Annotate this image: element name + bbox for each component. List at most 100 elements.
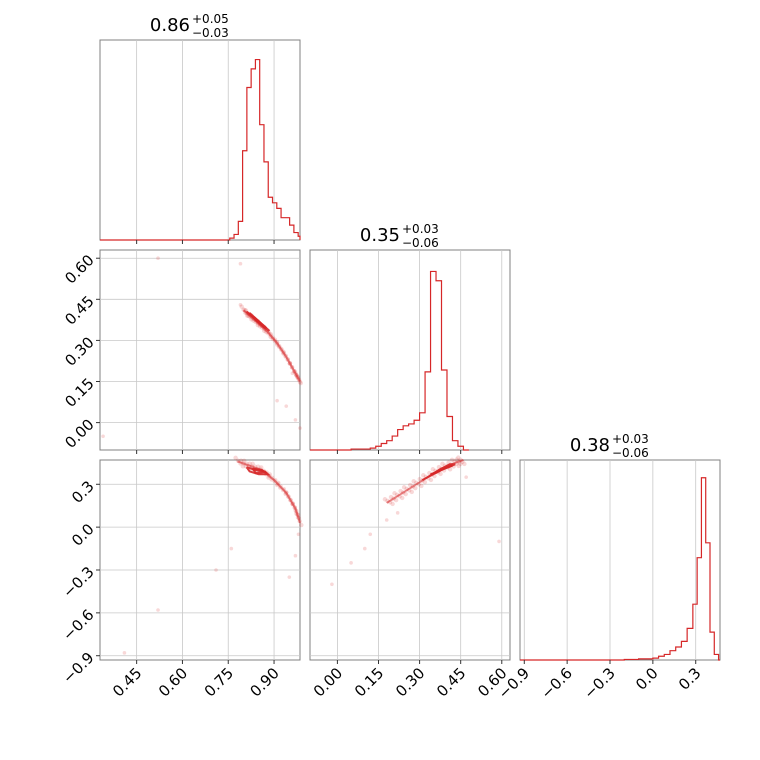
contour-line — [430, 464, 453, 476]
contour-line — [237, 460, 301, 524]
histogram-panel-1 — [309, 249, 511, 454]
sample-point — [284, 404, 289, 408]
y-tick-label: 0.60 — [61, 251, 97, 287]
sample-point — [229, 546, 234, 551]
histogram-line-0 — [100, 58, 301, 241]
y-tick-label: 0.00 — [61, 416, 97, 452]
y-tick-label: −0.3 — [59, 563, 97, 601]
sample-point — [417, 476, 422, 482]
sample-point — [438, 471, 443, 477]
histogram-panel-1-frame — [309, 249, 511, 451]
sample-point — [427, 470, 432, 476]
x-tick-label: 0.45 — [433, 664, 469, 700]
sample-point — [430, 467, 436, 472]
sample-point — [156, 608, 160, 612]
sample-point — [275, 398, 279, 403]
contour-line — [251, 467, 268, 474]
scatter-panel-0-1: 0.00 0.15 0.30 0.45 0.60 — [61, 249, 303, 454]
x-tick-label: 0.90 — [247, 664, 283, 700]
x-tick-label: 0.00 — [310, 664, 346, 700]
sample-point — [421, 473, 426, 478]
sample-point — [454, 457, 459, 462]
sample-point — [368, 532, 373, 537]
sample-point — [233, 455, 238, 461]
sample-point — [440, 461, 445, 467]
scatter-panel-0-2: 0.45 0.60 0.75 0.90 −0.9 −0.6 −0.3 0.0 0.3 — [59, 455, 304, 700]
x-tick-label: −0.3 — [580, 664, 618, 702]
x-tick-label: 0.75 — [201, 664, 237, 700]
sample-point — [384, 518, 389, 522]
sample-point — [393, 497, 399, 503]
sample-point — [287, 575, 292, 579]
contour-line — [242, 309, 301, 382]
sample-point — [250, 461, 255, 467]
sample-point — [298, 380, 303, 386]
sample-point — [390, 501, 395, 507]
x-tick-label: 0.30 — [392, 664, 428, 700]
y-tick-label: 0.0 — [68, 520, 98, 550]
sample-point — [349, 561, 353, 565]
y-tick-label: 0.15 — [61, 374, 97, 410]
contour-line — [248, 312, 268, 329]
sample-point — [419, 483, 424, 489]
sample-point — [238, 261, 243, 266]
histogram-line-2 — [520, 477, 720, 661]
y-tick-label: −0.6 — [59, 606, 97, 644]
histogram-line-1 — [310, 270, 469, 451]
sample-point — [214, 568, 218, 572]
histogram-panel-2-frame — [519, 459, 721, 661]
sample-point — [298, 426, 302, 430]
x-tick-label: 0.60 — [155, 664, 191, 700]
sample-point — [422, 479, 428, 485]
y-tick-label: 0.45 — [61, 292, 97, 328]
title-median: 0.86 — [150, 15, 190, 36]
title-plus: +0.03 — [402, 222, 439, 236]
sample-point — [240, 464, 246, 469]
title-plus: +0.03 — [612, 432, 649, 446]
y-tick-label: 0.30 — [61, 333, 97, 369]
sample-point — [456, 455, 461, 460]
sample-point — [101, 434, 105, 439]
scatter-panel-1-2-frame — [309, 459, 511, 661]
x-tick-label: 0.45 — [109, 664, 145, 700]
panel-title-2: 0.38 +0.03−0.06 — [570, 432, 649, 460]
sample-point — [411, 479, 416, 484]
sample-point — [497, 539, 501, 544]
x-tick-label: 0.0 — [632, 664, 662, 694]
scatter-panel-0-1-frame — [99, 249, 301, 451]
sample-point — [449, 457, 455, 463]
histogram-panel-2: −0.9 −0.6 −0.3 0.0 0.3 — [495, 459, 721, 703]
sample-point — [400, 495, 405, 501]
x-tick-label: 0.15 — [351, 664, 387, 700]
scatter-panel-1-2: 0.00 0.15 0.30 0.45 0.60 — [309, 455, 511, 700]
sample-point — [462, 461, 467, 467]
sample-point — [392, 491, 397, 496]
sample-point — [362, 546, 367, 551]
x-tick-label: 0.3 — [675, 664, 705, 694]
sample-point — [296, 532, 301, 537]
sample-point — [464, 475, 468, 479]
sample-point — [407, 482, 413, 488]
y-tick-label: −0.9 — [59, 649, 97, 687]
sample-point — [299, 522, 304, 528]
title-median: 0.35 — [360, 225, 400, 246]
sample-point — [447, 467, 453, 472]
sample-point — [238, 302, 243, 307]
title-plus: +0.05 — [192, 12, 229, 26]
sample-point — [456, 463, 461, 469]
sample-point — [388, 494, 394, 500]
title-median: 0.38 — [570, 435, 610, 456]
sample-point — [398, 488, 403, 494]
sample-point — [239, 304, 244, 309]
sample-point — [156, 256, 160, 261]
sample-point — [395, 511, 400, 515]
sample-point — [428, 477, 434, 483]
y-tick-label: 0.3 — [68, 477, 98, 507]
histogram-panel-0 — [99, 39, 301, 244]
sample-point — [403, 491, 408, 497]
panel-title-1: 0.35 +0.03−0.06 — [360, 222, 439, 250]
x-tick-label: −0.6 — [537, 664, 575, 702]
sample-point — [401, 485, 407, 490]
histogram-panel-0-frame — [99, 39, 301, 241]
